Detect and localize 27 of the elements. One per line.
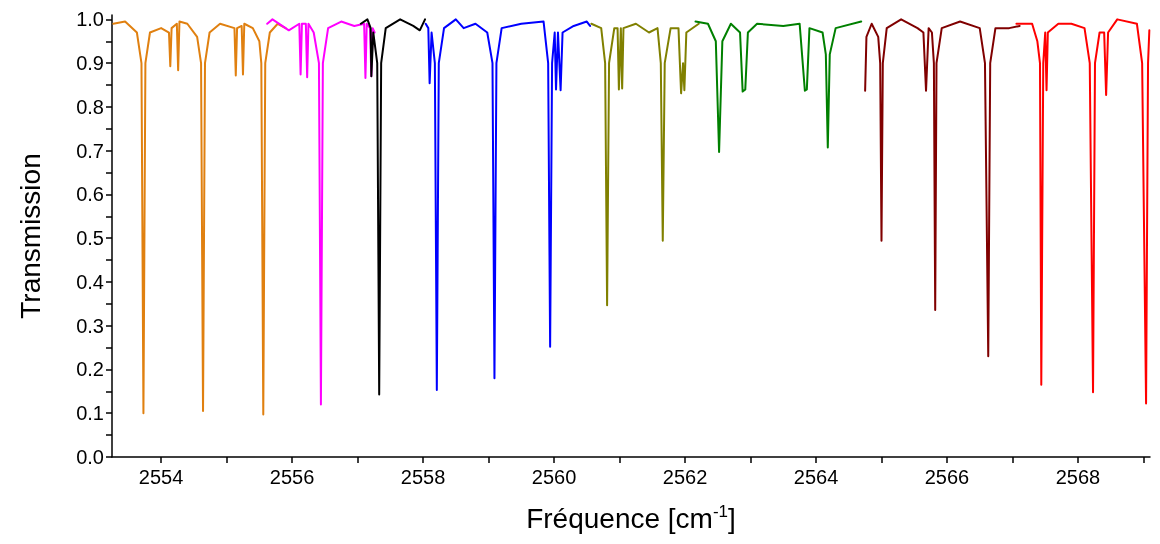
line-series (1015, 18, 1151, 405)
line-series (266, 18, 376, 406)
line-series (694, 20, 863, 153)
y-tick-label: 0.0 (76, 446, 104, 468)
x-tick-label: 2562 (662, 466, 708, 488)
y-tick-label: 0.5 (76, 227, 104, 250)
x-tick-label: 2564 (793, 466, 839, 488)
x-tick-label: 2558 (400, 466, 446, 488)
x-tick-label: 2560 (531, 466, 577, 488)
y-tick-label: 0.6 (76, 183, 104, 206)
line-series (864, 18, 1021, 358)
line-series (359, 18, 427, 396)
y-tick-label: 0.3 (76, 314, 104, 337)
x-tick-label: 2556 (269, 466, 315, 488)
y-tick-label: 0.1 (76, 402, 104, 425)
x-tick-label: 2566 (924, 466, 970, 488)
x-tick-label: 2568 (1055, 466, 1101, 488)
y-tick-label: 0.7 (76, 139, 104, 162)
line-series (590, 22, 700, 307)
line-series (424, 18, 592, 392)
x-tick-label: 2554 (138, 466, 184, 488)
y-tick-label: 1.0 (76, 8, 104, 31)
y-tick-label: 0.2 (76, 358, 104, 381)
y-tick-label: 0.4 (76, 270, 104, 293)
y-axis-title: Transmission (14, 153, 46, 319)
y-tick-label: 0.9 (76, 52, 104, 75)
y-tick-label: 0.8 (76, 95, 104, 118)
